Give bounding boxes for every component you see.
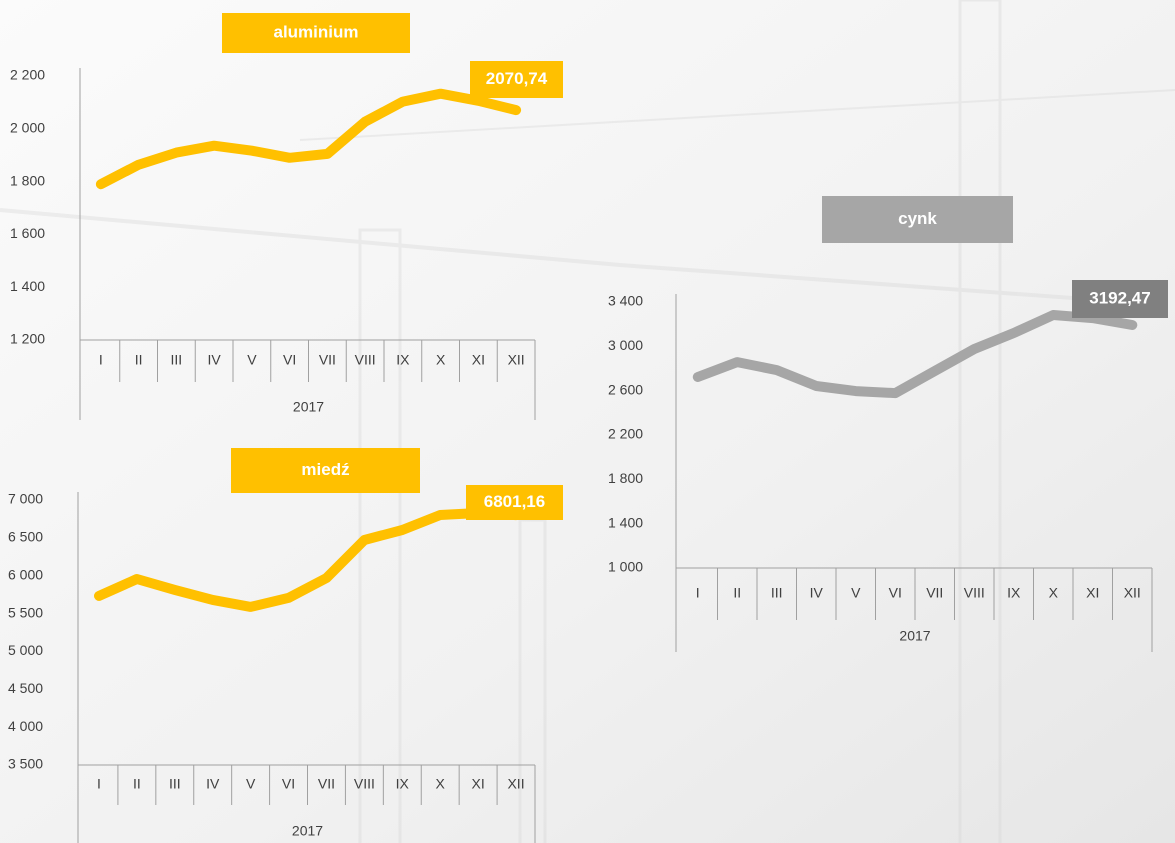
x-tick-label: V [246,776,256,792]
x-tick-label: XII [508,352,525,368]
x-tick-label: V [247,352,257,368]
value-label: 6801,16 [484,492,545,511]
y-tick-label: 4 500 [8,680,43,696]
y-tick-label: 6 000 [8,566,43,582]
x-tick-label: IV [810,585,824,601]
y-tick-label: 5 000 [8,642,43,658]
x-tick-label: VI [282,776,295,792]
chart-title: cynk [898,209,937,228]
x-tick-label: VI [889,585,902,601]
x-tick-label: VIII [964,585,985,601]
y-tick-label: 4 000 [8,718,43,734]
x-tick-label: XI [472,352,485,368]
x-tick-label: IV [206,776,220,792]
x-tick-label: IX [396,776,410,792]
x-tick-label: IV [208,352,222,368]
x-tick-label: VII [926,585,943,601]
x-group-label: 2017 [293,399,324,415]
x-tick-label: X [1049,585,1059,601]
y-tick-label: 1 200 [10,331,45,347]
x-tick-label: VIII [354,776,375,792]
value-label: 3192,47 [1089,288,1150,307]
x-tick-label: II [135,352,143,368]
x-tick-label: VII [318,776,335,792]
x-tick-label: VIII [355,352,376,368]
x-tick-label: VII [319,352,336,368]
y-tick-label: 6 500 [8,529,43,545]
y-tick-label: 7 000 [8,491,43,507]
value-label: 2070,74 [486,69,548,88]
x-tick-label: XII [1124,585,1141,601]
x-tick-label: I [97,776,101,792]
x-group-label: 2017 [899,628,930,644]
y-tick-label: 3 400 [608,293,643,309]
x-tick-label: V [851,585,861,601]
chart-title: aluminium [273,22,358,41]
x-group-label: 2017 [292,823,323,839]
x-tick-label: I [696,585,700,601]
y-tick-label: 1 800 [10,172,45,188]
x-tick-label: XI [472,776,485,792]
y-tick-label: 1 800 [608,470,643,486]
chart-title: miedź [301,460,349,479]
x-tick-label: IX [1007,585,1021,601]
y-tick-label: 3 500 [8,756,43,772]
x-tick-label: III [169,776,181,792]
x-tick-label: II [133,776,141,792]
y-tick-label: 2 600 [608,381,643,397]
y-tick-label: 1 400 [608,514,643,530]
x-tick-label: III [771,585,783,601]
y-tick-label: 1 000 [608,559,643,575]
y-tick-label: 5 500 [8,604,43,620]
y-tick-label: 2 200 [10,67,45,83]
y-tick-label: 1 400 [10,278,45,294]
dashboard: 1 2001 4001 6001 8002 0002 200IIIIIIIVVV… [0,0,1175,843]
x-tick-label: IX [396,352,410,368]
x-tick-label: XII [507,776,524,792]
x-tick-label: I [99,352,103,368]
x-tick-label: VI [283,352,296,368]
x-tick-label: II [733,585,741,601]
y-tick-label: 3 000 [608,337,643,353]
x-tick-label: X [436,776,446,792]
y-tick-label: 2 200 [608,426,643,442]
y-tick-label: 2 000 [10,120,45,136]
x-tick-label: III [171,352,183,368]
x-tick-label: X [436,352,446,368]
y-tick-label: 1 600 [10,225,45,241]
x-tick-label: XI [1086,585,1099,601]
